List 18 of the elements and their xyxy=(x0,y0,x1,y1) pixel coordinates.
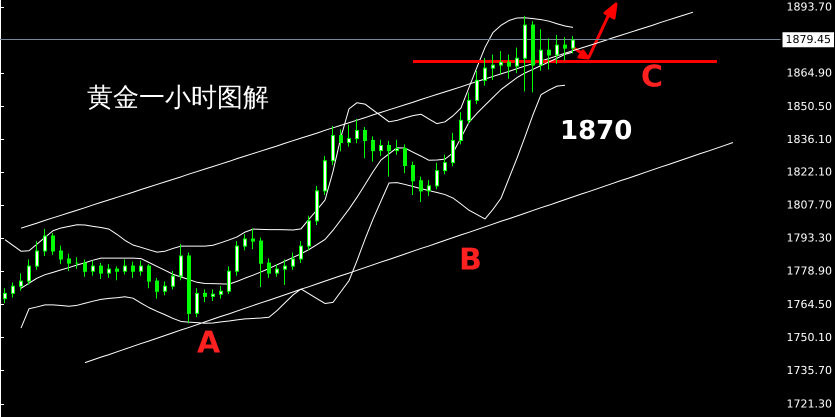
annotation: B xyxy=(459,242,482,278)
y-tick-label: 1893.70 xyxy=(786,0,832,14)
y-tick-label: 1864.90 xyxy=(786,66,832,80)
y-tick-label: 1750.10 xyxy=(786,331,832,344)
y-tick-label: 1807.70 xyxy=(786,198,832,212)
ref-line-label: 1879.45 xyxy=(786,33,832,46)
y-tick-label: 1793.30 xyxy=(786,232,832,245)
y-tick-label: 1778.90 xyxy=(786,264,832,278)
y-tick-label: 1721.30 xyxy=(786,397,832,410)
text: 黄金一小时图解 xyxy=(87,83,269,113)
annotation: A xyxy=(197,326,221,360)
y-tick-label: 1735.70 xyxy=(786,364,832,378)
annotation: C xyxy=(641,60,664,94)
y-tick-label: 1836.10 xyxy=(786,133,832,146)
y-tick-label: 1850.50 xyxy=(786,100,832,113)
y-tick-label: 1764.50 xyxy=(786,298,832,311)
annotation: 1870 xyxy=(560,116,632,146)
y-tick-label: 1822.10 xyxy=(786,165,832,178)
